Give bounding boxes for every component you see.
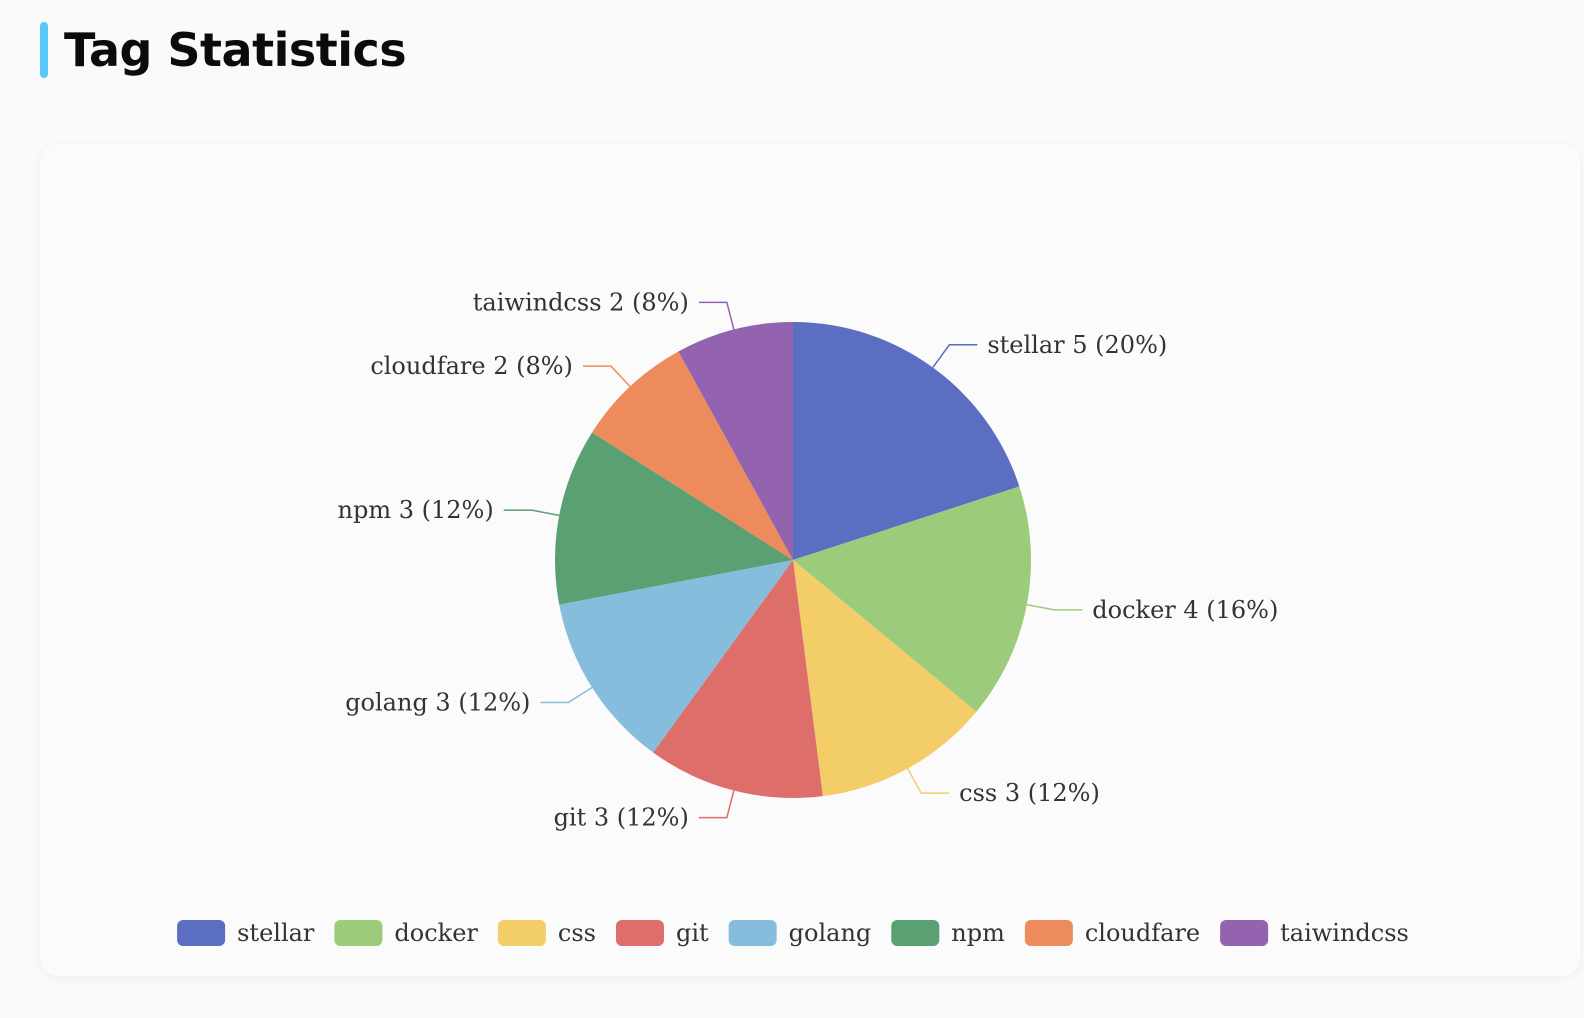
legend-item-stellar[interactable]: stellar: [177, 919, 315, 947]
legend-item-css[interactable]: css: [497, 919, 596, 947]
pie-slice-npm[interactable]: [555, 432, 793, 605]
legend-swatch-golang: [728, 920, 777, 946]
leader-line-css: [907, 768, 950, 794]
legend-label-css: css: [558, 919, 596, 947]
legend-item-git[interactable]: git: [615, 919, 709, 947]
label-leader-lines: [503, 301, 1083, 819]
pie-slice-stellar[interactable]: [793, 322, 1020, 560]
legend-swatch-cloudfare: [1024, 920, 1073, 946]
pie-slice-css[interactable]: [793, 560, 977, 797]
heading-accent-bar: [40, 22, 48, 78]
legend-swatch-taiwindcss: [1220, 920, 1269, 946]
slice-label-css: css 3 (12%): [959, 779, 1100, 807]
pie-slice-git[interactable]: [653, 560, 823, 798]
slice-label-taiwindcss: taiwindcss 2 (8%): [473, 288, 689, 316]
leader-line-cloudfare: [582, 365, 631, 388]
slice-label-docker: docker 4 (16%): [1092, 596, 1278, 624]
leader-line-golang: [540, 686, 593, 704]
legend-item-docker[interactable]: docker: [334, 919, 478, 947]
pie-slice-taiwindcss[interactable]: [678, 322, 793, 560]
legend-swatch-css: [497, 920, 546, 946]
leader-line-git: [698, 790, 735, 819]
legend-label-taiwindcss: taiwindcss: [1280, 919, 1409, 947]
legend-swatch-git: [615, 920, 664, 946]
legend-item-taiwindcss[interactable]: taiwindcss: [1220, 919, 1409, 947]
chart-legend[interactable]: stellar docker css git golang npm cloudfare tai…: [177, 919, 1409, 947]
legend-label-npm: npm: [951, 919, 1005, 947]
legend-label-git: git: [676, 919, 709, 947]
legend-item-golang[interactable]: golang: [728, 919, 872, 947]
pie-slice-golang[interactable]: [559, 560, 793, 753]
slice-labels: stellar 5 (20%) docker 4 (16%) css 3 (12%)…: [338, 288, 1279, 831]
page-title: Tag Statistics: [64, 23, 407, 77]
legend-item-npm[interactable]: npm: [891, 919, 1005, 947]
pie-slices: [555, 322, 1031, 798]
legend-swatch-npm: [891, 920, 940, 946]
legend-item-cloudfare[interactable]: cloudfare: [1024, 919, 1200, 947]
slice-label-git: git 3 (12%): [554, 804, 689, 832]
legend-label-golang: golang: [789, 919, 872, 947]
slice-label-npm: npm 3 (12%): [338, 496, 494, 524]
slice-label-golang: golang 3 (12%): [345, 689, 530, 717]
section-heading: Tag Statistics: [40, 22, 407, 78]
legend-label-docker: docker: [394, 919, 478, 947]
pie-slice-cloudfare[interactable]: [592, 351, 793, 560]
leader-line-taiwindcss: [698, 301, 735, 330]
legend-label-cloudfare: cloudfare: [1085, 919, 1200, 947]
legend-swatch-stellar: [177, 920, 226, 946]
leader-line-npm: [503, 509, 560, 517]
legend-swatch-docker: [334, 920, 383, 946]
slice-label-stellar: stellar 5 (20%): [987, 331, 1167, 359]
leader-line-stellar: [932, 344, 978, 368]
legend-label-stellar: stellar: [237, 919, 315, 947]
leader-line-docker: [1026, 603, 1083, 611]
pie-slice-docker[interactable]: [793, 486, 1031, 712]
slice-label-cloudfare: cloudfare 2 (8%): [370, 352, 573, 380]
